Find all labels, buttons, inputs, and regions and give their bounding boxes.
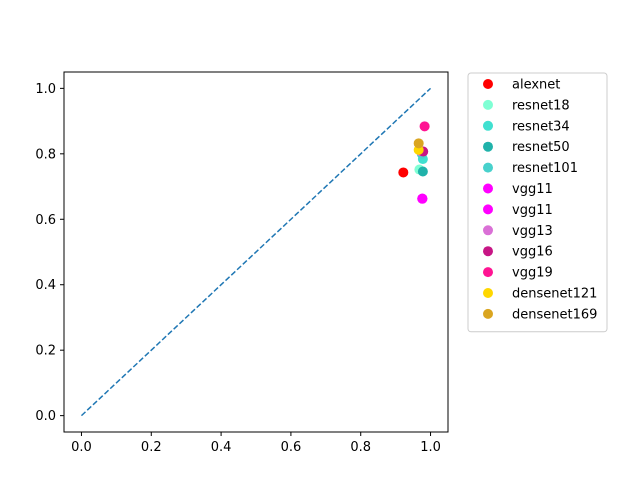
data-point-densenet169 — [414, 138, 424, 148]
y-tick-label: 0.2 — [35, 344, 56, 359]
legend-marker-densenet121 — [483, 288, 493, 298]
y-tick-label: 0.6 — [35, 213, 56, 228]
y-tick-label: 1.0 — [35, 82, 56, 97]
y-tick-label: 0.8 — [35, 147, 56, 162]
data-point-vgg19 — [420, 121, 430, 131]
legend-label-resnet34: resnet34 — [512, 119, 570, 134]
legend-label-alexnet: alexnet — [512, 78, 560, 93]
legend-marker-resnet101 — [483, 163, 493, 173]
data-point-vgg11 — [418, 194, 428, 204]
legend-marker-alexnet — [483, 79, 493, 89]
legend-label-vgg11: vgg11 — [512, 203, 553, 218]
legend-label-densenet121: densenet121 — [512, 287, 597, 302]
x-tick-label: 0.6 — [281, 440, 302, 455]
legend-marker-resnet34 — [483, 121, 493, 131]
y-tick-label: 0.4 — [35, 278, 56, 293]
y-tick-label: 0.0 — [35, 409, 56, 424]
legend-label-vgg19: vgg19 — [512, 266, 553, 281]
x-tick-label: 0.0 — [71, 440, 92, 455]
x-tick-label: 0.4 — [211, 440, 232, 455]
legend-label-resnet101: resnet101 — [512, 161, 578, 176]
x-tick-label: 1.0 — [420, 440, 441, 455]
legend: alexnet resnet18 resnet34 resnet50 resnet101… — [468, 73, 607, 332]
legend-marker-vgg13 — [483, 225, 493, 235]
legend-marker-resnet18 — [483, 100, 493, 110]
legend-label-densenet169: densenet169 — [512, 307, 597, 322]
legend-label-resnet18: resnet18 — [512, 98, 570, 113]
legend-marker-vgg16 — [483, 246, 493, 256]
x-tick-label: 0.8 — [350, 440, 371, 455]
data-point-alexnet — [398, 167, 408, 177]
legend-label-vgg11: vgg11 — [512, 182, 553, 197]
legend-marker-resnet50 — [483, 142, 493, 152]
legend-label-vgg16: vgg16 — [512, 245, 553, 260]
legend-marker-vgg11 — [483, 184, 493, 194]
legend-label-vgg13: vgg13 — [512, 224, 553, 239]
legend-marker-vgg11 — [483, 204, 493, 214]
legend-marker-vgg19 — [483, 267, 493, 277]
x-tick-label: 0.2 — [141, 440, 162, 455]
data-point-resnet50 — [418, 166, 428, 176]
legend-marker-densenet169 — [483, 309, 493, 319]
legend-label-resnet50: resnet50 — [512, 140, 570, 155]
